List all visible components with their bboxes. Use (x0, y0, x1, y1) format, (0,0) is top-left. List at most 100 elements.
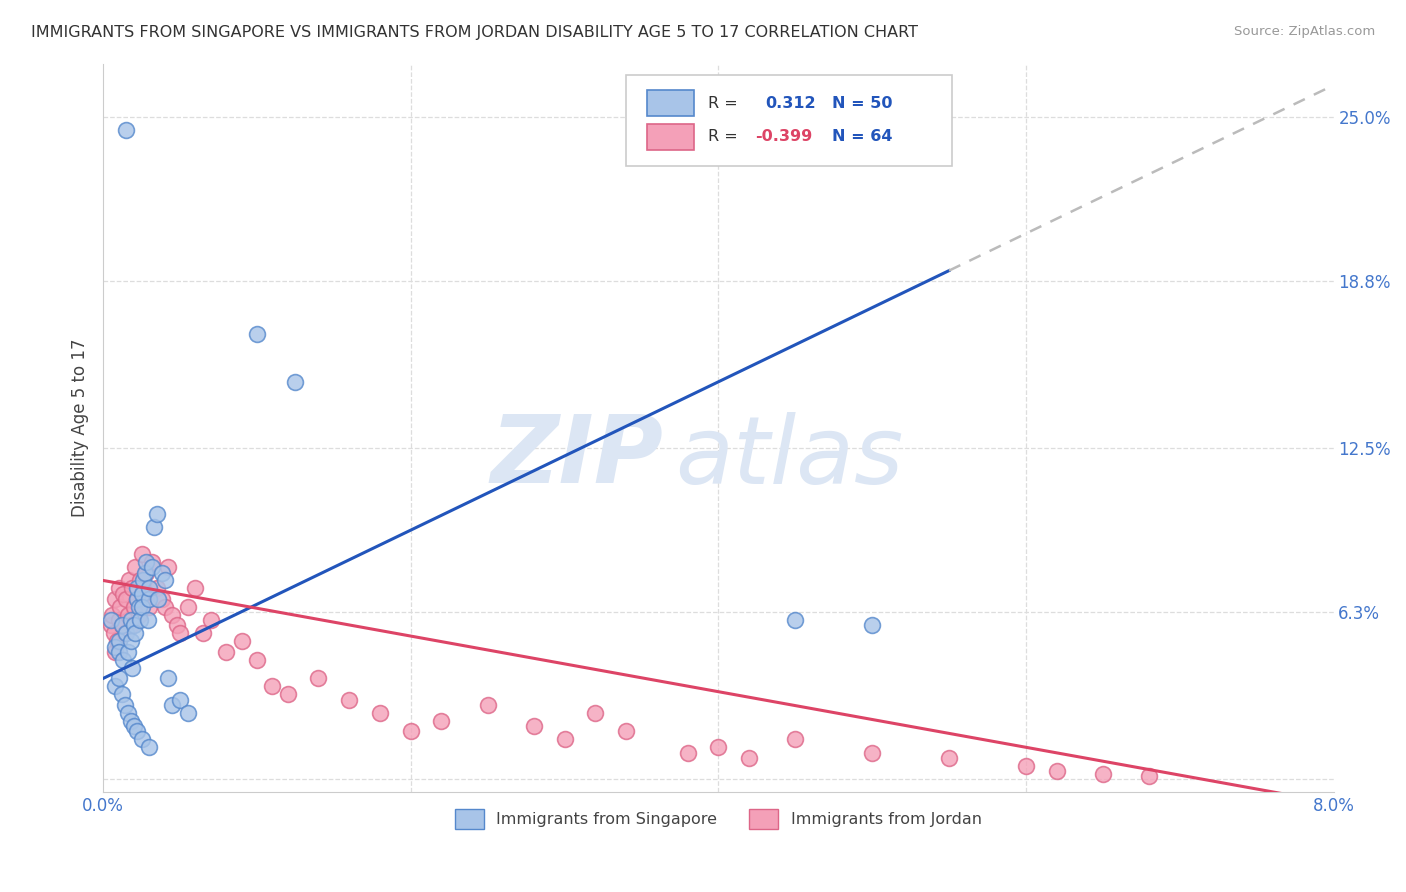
Legend: Immigrants from Singapore, Immigrants from Jordan: Immigrants from Singapore, Immigrants fr… (449, 803, 988, 835)
Point (128, 599, 150, 614)
Point (115, 123, 138, 137)
FancyBboxPatch shape (647, 124, 693, 150)
Point (131, 547, 153, 561)
Point (138, 740, 160, 755)
Text: N = 50: N = 50 (831, 95, 891, 111)
Point (122, 719, 145, 733)
Text: R =: R = (709, 129, 738, 145)
FancyBboxPatch shape (626, 75, 952, 166)
Point (125, 582, 148, 596)
Point (122, 599, 145, 614)
Point (125, 592, 148, 607)
Point (477, 698, 499, 712)
Point (177, 706, 200, 720)
Point (107, 672, 129, 686)
Point (115, 626, 138, 640)
Point (368, 706, 391, 720)
Point (785, 732, 807, 747)
Point (738, 751, 761, 765)
Point (103, 626, 125, 640)
Point (121, 582, 143, 596)
Text: Source: ZipAtlas.com: Source: ZipAtlas.com (1234, 25, 1375, 38)
Point (121, 661, 143, 675)
FancyBboxPatch shape (647, 90, 693, 117)
Point (135, 555, 157, 569)
Point (399, 724, 422, 739)
Point (107, 645, 129, 659)
Point (153, 574, 176, 588)
Point (131, 732, 153, 747)
Point (120, 634, 142, 648)
Point (153, 599, 176, 614)
Point (104, 645, 127, 659)
Point (169, 692, 191, 706)
Point (120, 618, 142, 632)
Text: N = 64: N = 64 (831, 129, 891, 145)
Point (184, 582, 207, 596)
Point (191, 626, 214, 640)
Point (107, 613, 129, 627)
Point (110, 687, 132, 701)
Point (156, 672, 179, 686)
Point (262, 679, 284, 693)
Point (583, 706, 606, 720)
Point (676, 746, 699, 760)
Point (938, 751, 960, 765)
Point (166, 618, 188, 632)
Point (146, 508, 169, 522)
Point (100, 613, 122, 627)
Point (135, 566, 157, 580)
Point (1137, 769, 1160, 783)
Point (215, 645, 238, 659)
Point (200, 613, 222, 627)
Point (115, 592, 138, 607)
Point (150, 592, 173, 607)
Point (707, 740, 730, 755)
Point (131, 599, 153, 614)
Point (125, 592, 148, 607)
Point (523, 719, 546, 733)
Point (114, 626, 136, 640)
Point (104, 640, 127, 654)
Point (129, 613, 152, 627)
Point (120, 714, 142, 728)
Point (231, 634, 253, 648)
Point (110, 618, 132, 632)
Point (138, 592, 160, 607)
Point (134, 566, 156, 580)
Point (112, 587, 135, 601)
Point (117, 706, 139, 720)
Point (107, 634, 129, 648)
Point (246, 653, 269, 667)
Point (110, 618, 132, 632)
Point (100, 618, 122, 632)
Text: -0.399: -0.399 (755, 129, 813, 145)
Point (1091, 766, 1114, 780)
Point (146, 582, 169, 596)
Point (860, 618, 883, 632)
Point (104, 592, 127, 607)
Point (138, 582, 160, 596)
Point (156, 560, 179, 574)
Point (141, 560, 163, 574)
Point (1015, 759, 1038, 773)
Point (860, 746, 883, 760)
Point (104, 679, 127, 693)
Point (150, 566, 173, 580)
Text: 0.312: 0.312 (765, 95, 815, 111)
Point (177, 599, 200, 614)
Point (307, 672, 329, 686)
Point (114, 698, 136, 712)
Point (118, 574, 141, 588)
Point (141, 555, 163, 569)
Point (112, 653, 135, 667)
Point (1046, 764, 1069, 778)
Text: R =: R = (709, 95, 738, 111)
Y-axis label: Disability Age 5 to 17: Disability Age 5 to 17 (72, 339, 89, 517)
Text: IMMIGRANTS FROM SINGAPORE VS IMMIGRANTS FROM JORDAN DISABILITY AGE 5 TO 17 CORRE: IMMIGRANTS FROM SINGAPORE VS IMMIGRANTS … (31, 25, 918, 40)
Point (246, 327, 269, 342)
Point (125, 724, 148, 739)
Point (785, 613, 807, 627)
Point (614, 724, 637, 739)
Text: atlas: atlas (675, 412, 904, 503)
